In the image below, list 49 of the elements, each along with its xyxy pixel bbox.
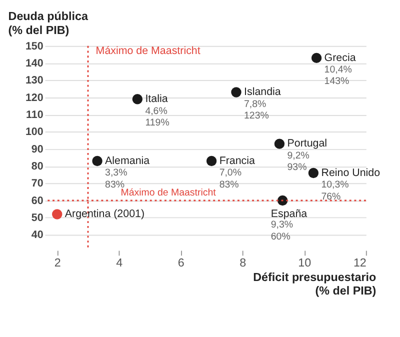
series-label: Islandia: [244, 86, 281, 98]
series-label: Alemania: [105, 154, 150, 167]
x-tick-label: 12: [353, 256, 366, 270]
series-label: Reino Unido: [321, 166, 380, 179]
y-tick-label: 130: [25, 74, 44, 87]
point: [277, 195, 288, 206]
point: [231, 87, 242, 98]
text: (% del PIB): [8, 24, 70, 37]
series-label: Grecia: [324, 52, 356, 64]
y-tick-label: 110: [26, 109, 44, 122]
y-tick-label: 60: [31, 194, 44, 207]
x-tick-label: 6: [178, 256, 184, 270]
x-tick-label: 8: [240, 256, 246, 270]
data-label: 9,3% 60%: [270, 220, 294, 242]
y-tick-label: 40: [31, 229, 44, 242]
point: [311, 52, 322, 64]
data-label: 4,6% 119%: [145, 106, 170, 128]
text: Deuda pública: [8, 10, 88, 24]
data-label: 7,0% 83%: [219, 168, 242, 190]
x-tick-label: 4: [116, 256, 124, 270]
y-tick-label: 140: [25, 58, 44, 70]
y-tick-label: 100: [25, 126, 44, 138]
series-label: Francia: [219, 154, 256, 167]
data-label: 10,3% 76%: [321, 180, 350, 202]
y-tick-label: 70: [31, 178, 44, 190]
point: [308, 168, 319, 178]
y-tick-label: 80: [31, 160, 44, 173]
point: [132, 94, 143, 104]
data-label: 10,4% 143%: [324, 64, 352, 88]
y-tick-label: 120: [25, 92, 44, 104]
series-label: Italia: [145, 93, 168, 106]
text: (% del PIB): [315, 284, 376, 298]
text: Déficit presupuestario: [253, 270, 376, 284]
y-tick-label: 90: [31, 143, 44, 156]
y-tick-label: 50: [31, 212, 44, 224]
series-label: Argentina (2001): [64, 208, 145, 220]
data-label: 7,8% 123%: [244, 98, 270, 122]
data-label: 9,2% 93%: [287, 150, 310, 174]
x-tick-label: 10: [298, 256, 312, 270]
series-label: España: [270, 208, 308, 220]
point: [92, 156, 102, 166]
y-tick-label: 150: [25, 40, 44, 52]
point: [52, 209, 62, 220]
x-tick-label: 2: [54, 256, 61, 270]
series-label: Portugal: [287, 138, 328, 150]
point: [274, 138, 285, 149]
point: [206, 156, 217, 166]
ref-line-label: Máximo de Maastricht: [120, 188, 216, 199]
ref-line-label: Máximo de Maastricht: [96, 44, 200, 57]
